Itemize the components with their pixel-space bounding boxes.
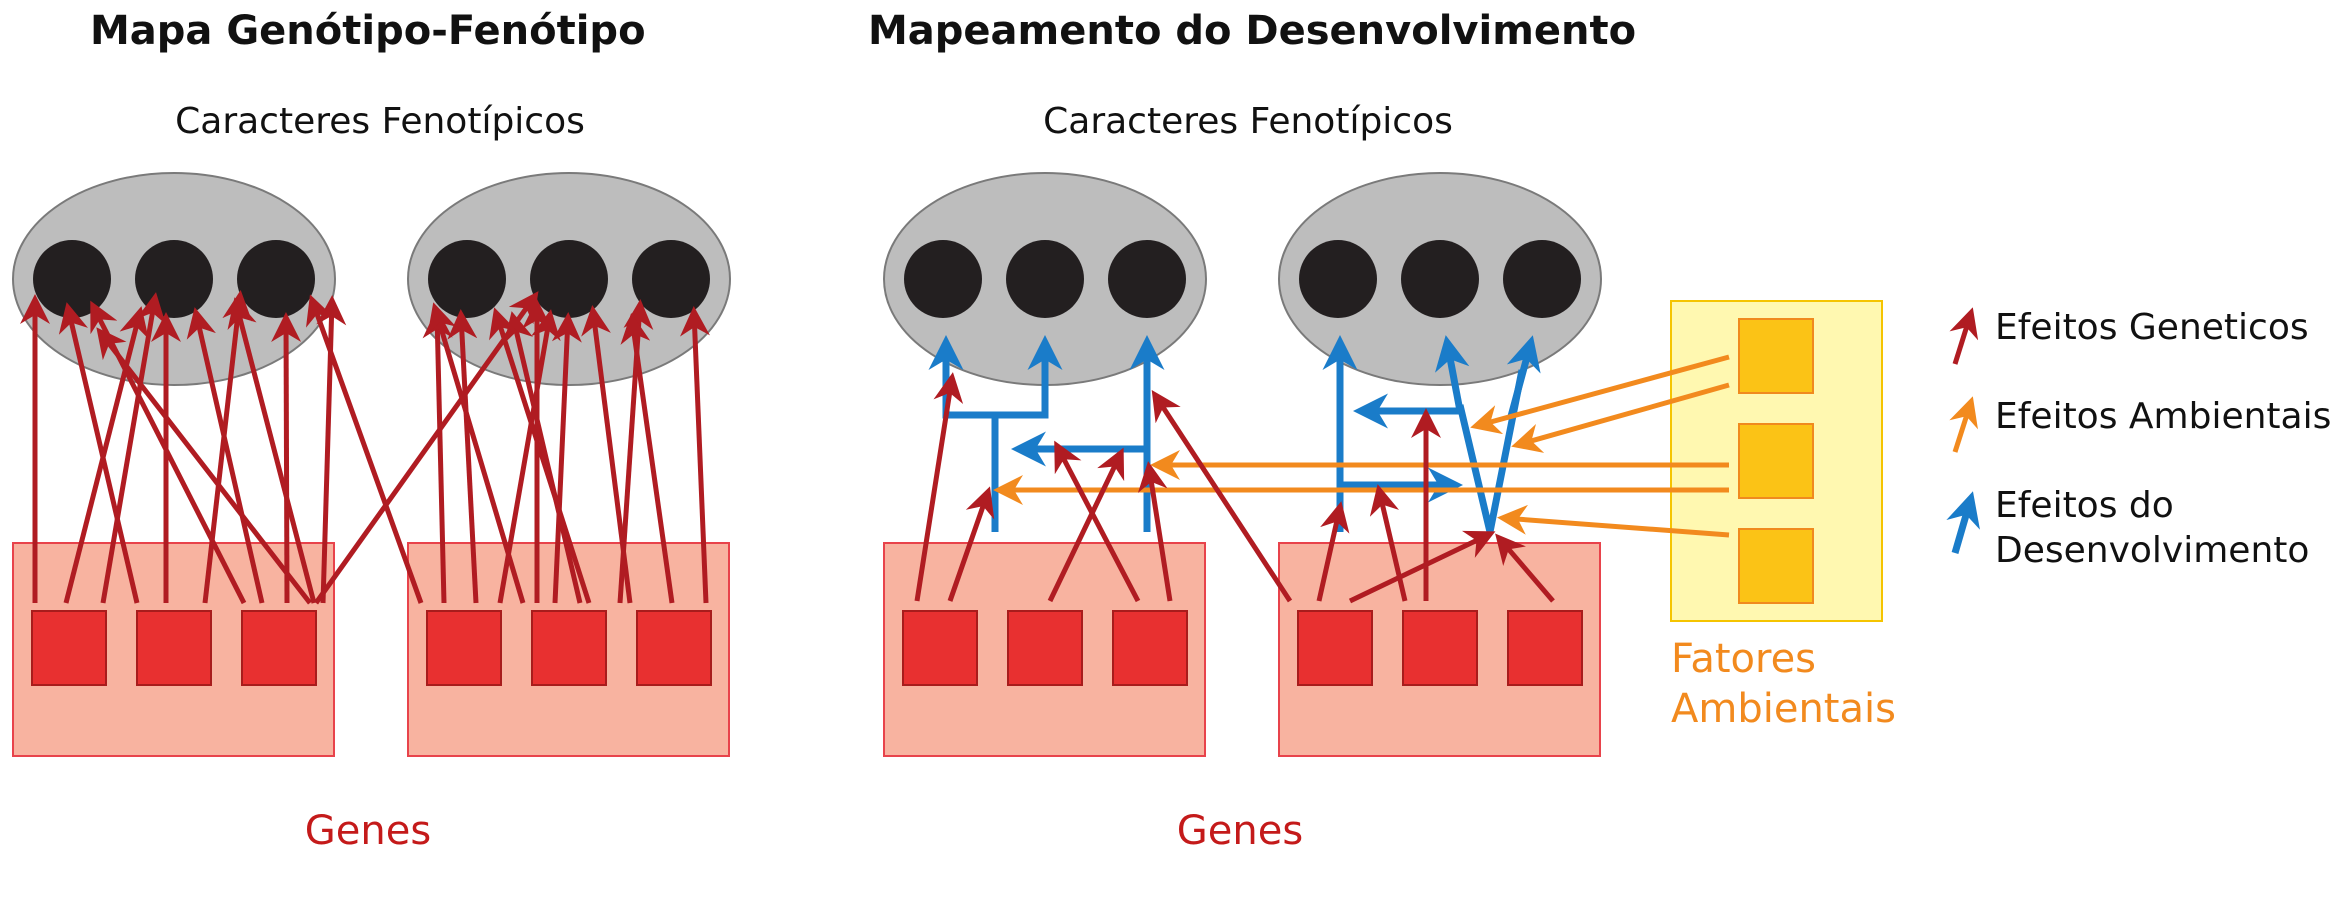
- environment-factor-node: [1738, 423, 1814, 499]
- legend-developmental-label-line1: Efeitos do: [1995, 485, 2174, 526]
- left-gene-group-1: [12, 542, 335, 757]
- trait-node: [135, 240, 213, 318]
- environment-label-line1: Fatores: [1671, 636, 1816, 682]
- left-trait-group-2: [407, 172, 731, 386]
- right-traits-label: Caracteres Fenotípicos: [1043, 101, 1453, 142]
- gene-node: [241, 610, 317, 686]
- environment-label-line2: Ambientais: [1671, 686, 1896, 732]
- right-gene-group-1: [883, 542, 1206, 757]
- trait-node: [904, 240, 982, 318]
- legend-environmental-arrow-icon: [1949, 396, 1978, 453]
- left-gene-group-2: [407, 542, 730, 757]
- right-environmental-arrows: [993, 354, 1730, 538]
- gene-node: [1297, 610, 1373, 686]
- trait-node: [1299, 240, 1377, 318]
- gene-node: [1402, 610, 1478, 686]
- left-panel-title: Mapa Genótipo-Fenótipo: [90, 8, 646, 54]
- gene-node: [902, 610, 978, 686]
- gene-node: [31, 610, 107, 686]
- trait-node: [237, 240, 315, 318]
- trait-node: [33, 240, 111, 318]
- right-trait-group-2: [1278, 172, 1602, 386]
- legend-genetic-arrow-icon: [1949, 307, 1979, 365]
- left-traits-label: Caracteres Fenotípicos: [175, 101, 585, 142]
- trait-node: [1401, 240, 1479, 318]
- right-genetic-arrows: [914, 372, 1555, 604]
- gene-node: [136, 610, 212, 686]
- environment-factor-node: [1738, 528, 1814, 604]
- gene-node: [1112, 610, 1188, 686]
- legend-developmental-arrow-icon: [1946, 491, 1980, 554]
- trait-node: [428, 240, 506, 318]
- right-genes-label: Genes: [1177, 808, 1303, 854]
- legend-genetic-label: Efeitos Geneticos: [1995, 307, 2309, 348]
- right-gene-group-2: [1278, 542, 1601, 757]
- trait-node: [1503, 240, 1581, 318]
- left-genes-label: Genes: [305, 808, 431, 854]
- legend-developmental-label-line2: Desenvolvimento: [1995, 530, 2309, 571]
- right-trait-group-1: [883, 172, 1207, 386]
- trait-node: [1006, 240, 1084, 318]
- left-genetic-arrows: [20, 290, 710, 605]
- right-panel-title: Mapeamento do Desenvolvimento: [868, 8, 1636, 54]
- trait-node: [530, 240, 608, 318]
- environment-factor-node: [1738, 318, 1814, 394]
- trait-node: [632, 240, 710, 318]
- gene-node: [636, 610, 712, 686]
- gene-node: [531, 610, 607, 686]
- legend: Efeitos Geneticos Efeitos Ambientais Efe…: [1946, 307, 2331, 571]
- gene-node: [1007, 610, 1083, 686]
- legend-environmental-label: Efeitos Ambientais: [1995, 396, 2331, 437]
- gene-node: [426, 610, 502, 686]
- environmental-factors-panel: [1670, 300, 1883, 622]
- trait-node: [1108, 240, 1186, 318]
- gene-node: [1507, 610, 1583, 686]
